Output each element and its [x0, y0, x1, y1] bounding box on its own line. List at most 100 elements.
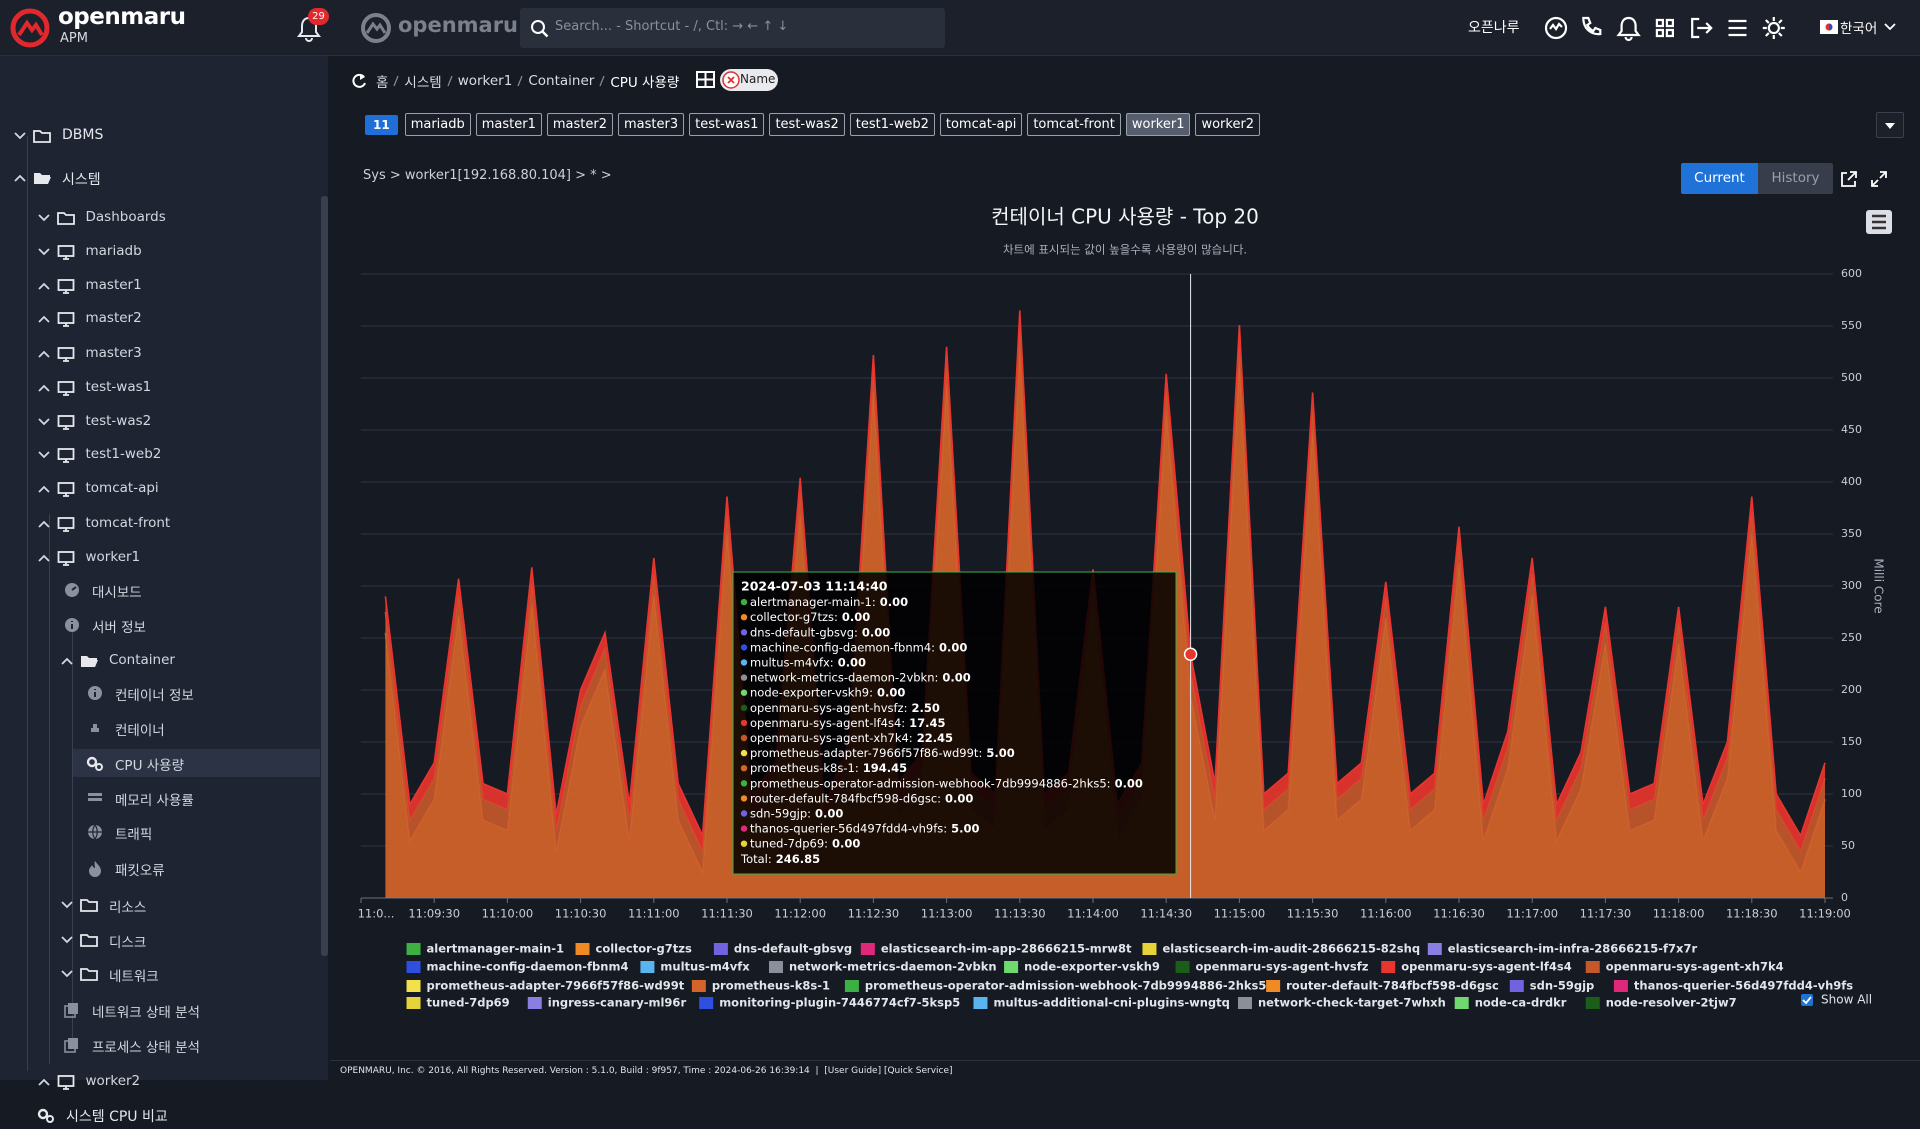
name-toggle[interactable]: Name [720, 69, 778, 91]
sidebar-item[interactable]: 컨테이너 [0, 714, 320, 742]
sidebar-item[interactable]: 컨테이너 정보 [0, 679, 320, 707]
sidebar-item[interactable]: DBMS [0, 122, 320, 150]
tree-toggle[interactable] [37, 519, 50, 529]
menu-button[interactable] [1866, 210, 1892, 234]
sidebar-item[interactable]: master3 [0, 340, 320, 368]
tree-toggle[interactable] [61, 900, 73, 910]
tree-toggle[interactable] [37, 247, 50, 257]
sidebar-item[interactable]: 네트워크 상태 분석 [0, 996, 320, 1024]
tree-toggle[interactable] [61, 969, 73, 979]
legend-item[interactable]: multus-m4vfx [640, 960, 750, 974]
sidebar-item[interactable]: CPU 사용량 [73, 749, 320, 777]
legend-item[interactable]: node-resolver-2tjw7 [1585, 996, 1737, 1010]
host-tab[interactable]: master3 [618, 113, 685, 136]
show-all[interactable]: Show All [1801, 993, 1872, 1007]
sidebar-item[interactable]: tomcat-front [0, 510, 320, 538]
legend-item[interactable]: tuned-7dp69 [406, 996, 510, 1010]
legend-item[interactable]: openmaru-sys-agent-hvsfz [1175, 960, 1369, 974]
language-select[interactable]: 한국어 [1840, 21, 1878, 37]
logo-icon[interactable] [10, 8, 50, 48]
sidebar-item[interactable]: worker1 [0, 544, 320, 572]
tree-toggle[interactable] [14, 173, 26, 183]
host-tab[interactable]: tomcat-front [1027, 113, 1121, 136]
tree-toggle[interactable] [37, 417, 50, 427]
host-tab[interactable]: worker2 [1195, 113, 1261, 136]
sidebar-item[interactable]: 메모리 사용률 [0, 784, 320, 812]
search-box[interactable]: Search... - Shortcut - /, Ctl: → ← ↑ ↓ [520, 8, 945, 48]
toolbar-icon[interactable] [1691, 17, 1713, 39]
current-button[interactable]: Current [1681, 163, 1758, 194]
sidebar-item[interactable]: Container [0, 647, 320, 675]
legend-item[interactable]: prometheus-k8s-1 [691, 979, 830, 993]
tree-toggle[interactable] [37, 383, 50, 393]
legend-item[interactable]: ingress-canary-ml96r [527, 996, 687, 1010]
tree-toggle[interactable] [37, 314, 50, 324]
tree-toggle[interactable] [14, 131, 26, 141]
sidebar-item[interactable]: worker2 [0, 1068, 320, 1096]
legend-item[interactable]: elasticsearch-im-infra-28666215-f7x7r [1427, 942, 1698, 956]
breadcrumb-item[interactable]: 시스템 [404, 75, 442, 91]
sidebar-item[interactable]: 서버 정보 [0, 611, 320, 639]
toolbar-icon[interactable] [1762, 17, 1785, 39]
tree-toggle[interactable] [37, 553, 50, 563]
tree-toggle[interactable] [37, 281, 50, 291]
sidebar-item[interactable]: test-was2 [0, 408, 320, 436]
sidebar-item[interactable]: 네트워크 [0, 960, 320, 988]
legend-item[interactable]: machine-config-daemon-fbnm4 [406, 960, 629, 974]
host-tab[interactable]: test-was1 [689, 113, 765, 136]
checkbox[interactable] [1801, 994, 1813, 1006]
sidebar-item[interactable]: mariadb [0, 238, 320, 266]
sidebar-item[interactable]: 시스템 [0, 164, 320, 192]
sidebar-item[interactable]: test-was1 [0, 374, 320, 402]
tree-toggle[interactable] [61, 935, 73, 945]
host-tab[interactable]: test-was2 [769, 113, 845, 136]
legend-item[interactable]: node-exporter-vskh9 [1004, 960, 1160, 974]
legend-item[interactable]: openmaru-sys-agent-xh7k4 [1585, 960, 1784, 974]
layout-icon[interactable] [696, 71, 716, 89]
brand-name[interactable]: openmaru [58, 4, 186, 30]
legend-item[interactable]: alertmanager-main-1 [406, 942, 564, 956]
sidebar-item[interactable]: tomcat-api [0, 475, 320, 503]
tree-toggle[interactable] [61, 656, 73, 666]
sidebar-item[interactable]: 프로세스 상태 분석 [0, 1031, 320, 1059]
tree-toggle[interactable] [37, 450, 50, 460]
legend-item[interactable]: collector-g7tzs [575, 942, 692, 956]
tree-toggle[interactable] [37, 349, 50, 359]
breadcrumb-item[interactable]: worker1 [457, 73, 513, 89]
scrollbar[interactable] [321, 196, 328, 956]
sidebar-item[interactable]: test1-web2 [0, 441, 320, 469]
tree-toggle[interactable] [37, 484, 50, 494]
legend-item[interactable]: monitoring-plugin-7446774cf7-5ksp5 [699, 996, 960, 1010]
toolbar-icon[interactable] [1544, 16, 1568, 40]
host-tab[interactable]: test1-web2 [849, 113, 935, 136]
tree-toggle[interactable] [37, 213, 50, 223]
legend-item[interactable]: network-metrics-daemon-2vbkn [768, 960, 997, 974]
toolbar-icon[interactable] [1655, 18, 1675, 38]
legend-item[interactable]: prometheus-operator-admission-webhook-7d… [844, 979, 1267, 993]
toolbar-icon[interactable] [1582, 16, 1602, 36]
sidebar-item[interactable]: 시스템 CPU 비교 [0, 1101, 320, 1129]
legend-item[interactable]: thanos-querier-56d497fdd4-vh9fs [1613, 979, 1853, 993]
fullscreen-icon[interactable] [1870, 170, 1888, 188]
sidebar-item[interactable]: 트래픽 [0, 818, 320, 846]
sidebar-item[interactable]: 리소스 [0, 891, 320, 919]
refresh-icon[interactable] [350, 72, 368, 90]
sidebar-item[interactable]: master1 [0, 272, 320, 300]
legend-item[interactable]: openmaru-sys-agent-lf4s4 [1381, 960, 1572, 974]
legend-item[interactable]: prometheus-adapter-7966f57f86-wd99t [406, 979, 685, 993]
host-tab[interactable]: worker1 [1125, 113, 1191, 136]
host-tab[interactable]: tomcat-api [939, 113, 1023, 136]
sidebar-item[interactable]: 디스크 [0, 926, 320, 954]
sidebar-item[interactable]: master2 [0, 305, 320, 333]
legend-item[interactable]: node-ca-drdkr [1454, 996, 1567, 1010]
legend-item[interactable]: elasticsearch-im-app-28666215-mrw8t [860, 942, 1132, 956]
sidebar-item[interactable]: 대시보드 [0, 576, 320, 604]
host-tab[interactable]: master2 [546, 113, 614, 136]
toolbar-icon[interactable] [1728, 19, 1747, 37]
toolbar-icon[interactable] [1616, 16, 1641, 42]
sidebar-item[interactable]: Dashboards [0, 204, 320, 232]
host-tab[interactable]: master1 [475, 113, 542, 136]
breadcrumb-item[interactable]: Container [528, 73, 595, 89]
sidebar-item[interactable]: 패킷오류 [0, 854, 320, 882]
host-tab[interactable]: mariadb [404, 113, 471, 136]
